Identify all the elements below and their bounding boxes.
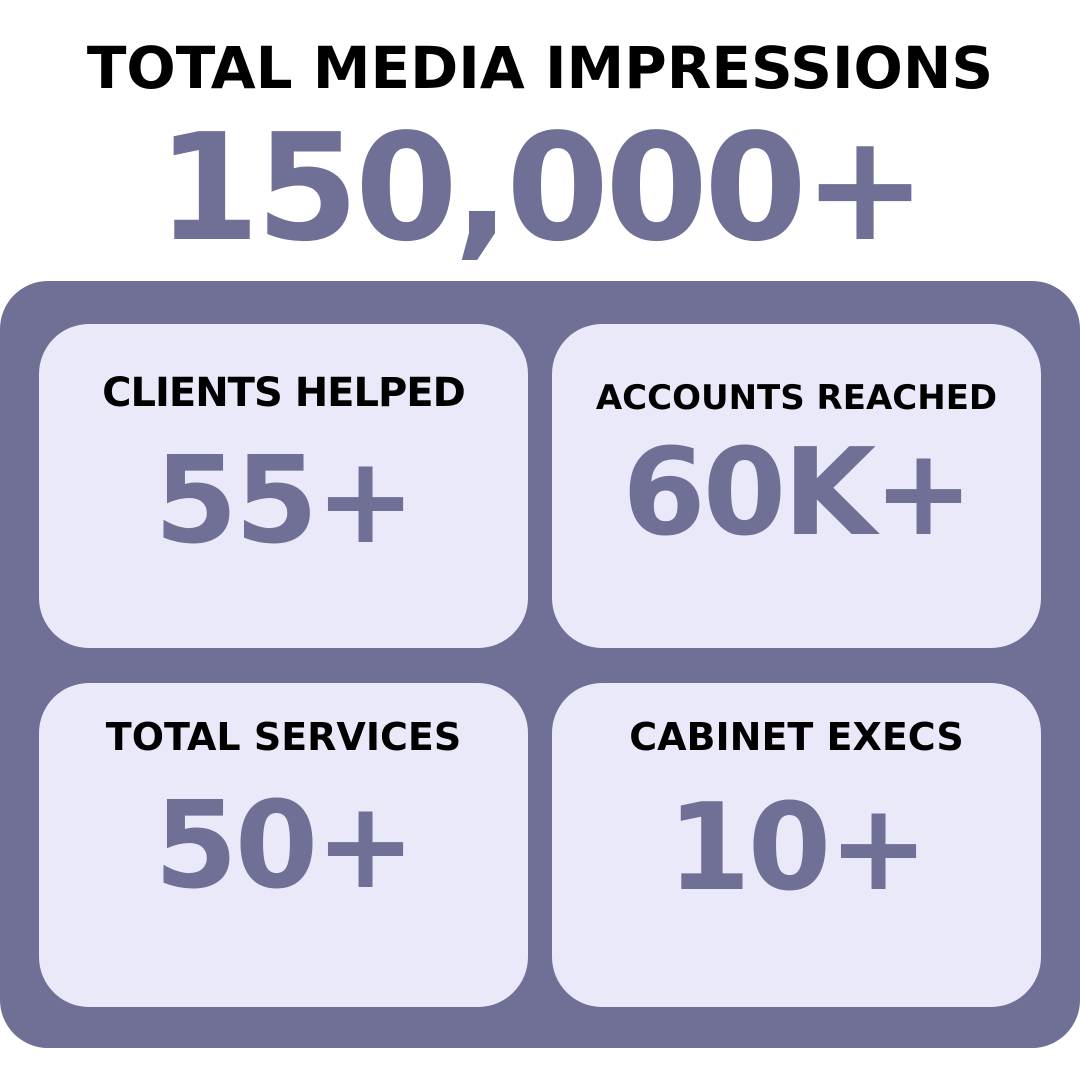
stat-value: 10+: [667, 779, 929, 918]
headline: TOTAL MEDIA IMPRESSIONS: [86, 34, 994, 102]
stat-label: CABINET EXECS: [629, 715, 964, 759]
total-impressions-value: 150,000+: [156, 102, 927, 274]
stat-value: 60K+: [622, 424, 974, 563]
stat-card-cabinet-execs: CABINET EXECS 10+: [552, 683, 1041, 1007]
stat-value: 50+: [154, 777, 416, 916]
stat-card-total-services: TOTAL SERVICES 50+: [39, 683, 528, 1007]
stat-value: 55+: [154, 432, 416, 571]
stat-label: CLIENTS HELPED: [102, 370, 466, 416]
stat-label: TOTAL SERVICES: [105, 715, 462, 759]
stat-card-clients-helped: CLIENTS HELPED 55+: [39, 324, 528, 648]
stat-card-accounts-reached: ACCOUNTS REACHED 60K+: [552, 324, 1041, 648]
stat-label: ACCOUNTS REACHED: [595, 378, 998, 418]
